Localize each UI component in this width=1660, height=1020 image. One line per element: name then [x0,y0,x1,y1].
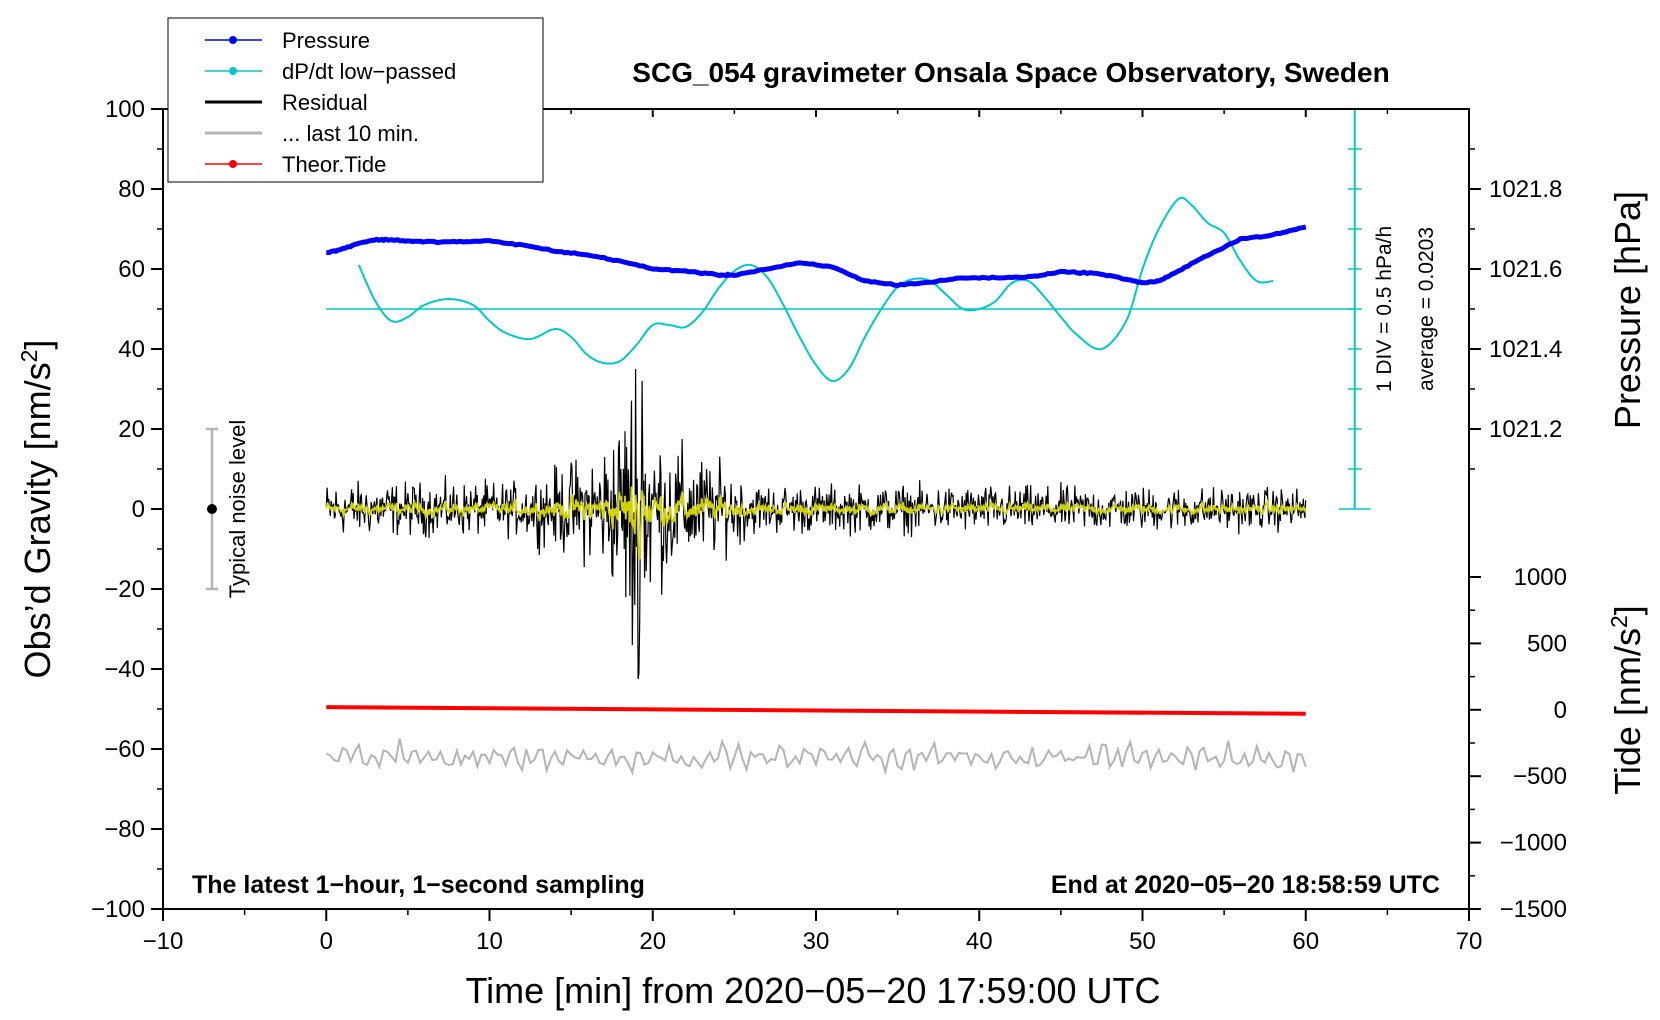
tide-tick-label: −1500 [1500,896,1567,923]
x-tick-label: 40 [966,928,993,955]
y-axis-label-pressure: Pressure [hPa] [1607,191,1648,429]
x-tick-label: 10 [476,928,503,955]
scale-average-label: average = 0.0203 [1415,227,1438,391]
legend-label: Residual [282,90,368,115]
series-layer [205,108,1371,776]
last-10-min-line [325,738,1307,776]
tide-tick-label: 500 [1527,630,1567,657]
noise-dot [206,504,217,514]
legend-label: Pressure [282,28,370,53]
x-tick-label: 30 [803,928,830,955]
pressure-tick-label: 1021.8 [1489,176,1562,203]
x-tick-label: 60 [1292,928,1319,955]
dpdt-line [357,196,1274,382]
legend-label: Theor.Tide [282,152,386,177]
x-axis-label: Time [min] from 2020−05−20 17:59:00 UTC [465,970,1160,1011]
legend-box [167,17,544,183]
x-tick-label: −10 [143,928,184,955]
residual-line [325,368,1307,680]
pressure-tick-label: 1021.2 [1489,416,1562,443]
y-tick-label: −80 [104,816,145,843]
y-axis-label-gravity: Obs’d Gravity [nm/s2] [16,340,58,679]
footer-end-time: End at 2020−05−20 18:58:59 UTC [1051,871,1440,899]
tide-tick-label: −1000 [1500,830,1567,857]
y-tick-label: −20 [104,576,145,603]
legend-marker [229,36,237,44]
y-tick-label: 100 [105,96,145,123]
tide-tick-label: 1000 [1514,564,1567,591]
y-tick-label: −40 [104,656,145,683]
y-tick-label: 60 [118,256,145,283]
legend-marker [229,67,237,75]
x-tick-label: 70 [1456,928,1483,955]
y-tick-label: 40 [118,336,145,363]
footer-sampling-note: The latest 1−hour, 1−second sampling [192,871,645,899]
tide-tick-label: −500 [1513,763,1567,790]
x-tick-label: 0 [320,928,333,955]
y-axis-label-tide: Tide [nm/s2] [1606,605,1648,795]
tide-line [326,705,1306,716]
legend: Pressure dP/dt low−passed Residual ... last… [167,17,544,183]
tide-tick-label: 0 [1554,697,1567,724]
scale-div-label: 1 DIV = 0.5 hPa/h [1373,226,1396,392]
axis-layer: −10 0 10 20 30 40 50 60 70100806040200−20−40−60−… [91,96,1567,955]
y-tick-label: −60 [104,736,145,763]
y-tick-label: −100 [91,896,145,923]
chart-title: SCG_054 gravimeter Onsala Space Observat… [632,57,1389,88]
y-tick-label: 0 [132,496,145,523]
y-tick-label: 80 [118,176,145,203]
pressure-tick-label: 1021.6 [1489,256,1562,283]
noise-level-label: Typical noise level [225,420,250,599]
y-tick-label: 20 [118,416,145,443]
pressure-tick-label: 1021.4 [1489,336,1562,363]
legend-label: ... last 10 min. [282,121,419,146]
legend-label: dP/dt low−passed [282,59,456,84]
residual-smoothed-line [325,486,1307,560]
x-tick-label: 20 [639,928,666,955]
legend-marker [229,160,237,168]
pressure-line [325,224,1307,289]
x-tick-label: 50 [1129,928,1156,955]
